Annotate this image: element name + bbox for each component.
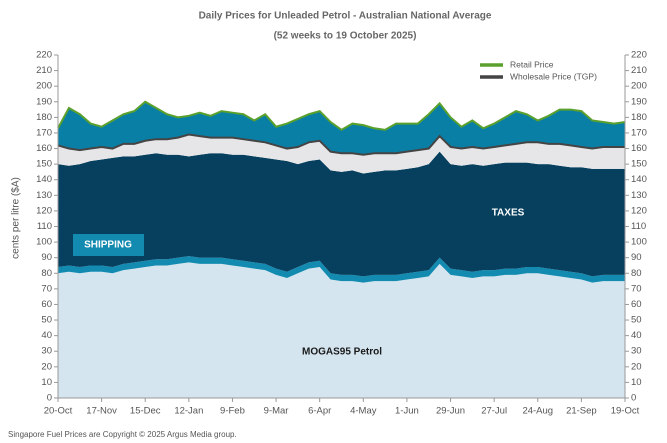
x-tick-label: 21-Sep — [566, 406, 597, 417]
x-tick-label: 20-Oct — [44, 406, 73, 417]
footnote: Singapore Fuel Prices are Copyright © 20… — [8, 430, 237, 439]
y-tick-label: 200 — [36, 81, 52, 92]
y-tick-label: 60 — [41, 299, 52, 310]
y-axis-label: cents per litre ($A) — [11, 177, 22, 259]
y2-tick-label: 200 — [631, 81, 647, 92]
y2-tick-label: 0 — [631, 393, 636, 404]
y-tick-label: 10 — [41, 377, 52, 388]
y-tick-label: 0 — [47, 393, 52, 404]
y-tick-label: 170 — [36, 127, 52, 138]
y-tick-label: 80 — [41, 268, 52, 279]
area-segment — [58, 262, 625, 398]
y2-tick-label: 210 — [631, 65, 647, 76]
y-tick-label: 100 — [36, 237, 52, 248]
y2-tick-label: 90 — [631, 252, 642, 263]
x-tick-label: 6-Apr — [308, 406, 331, 417]
y-tick-label: 50 — [41, 315, 52, 326]
legend-label: Wholesale Price (TGP) — [510, 71, 597, 81]
x-tick-label: 19-Oct — [611, 406, 640, 417]
x-tick-label: 9-Feb — [220, 406, 245, 417]
area-label: MOGAS95 Petrol — [302, 347, 382, 358]
x-tick-label: 9-Mar — [264, 406, 289, 417]
y2-tick-label: 40 — [631, 330, 642, 341]
y2-tick-label: 180 — [631, 112, 647, 123]
y-tick-label: 130 — [36, 190, 52, 201]
y-tick-label: 160 — [36, 143, 52, 154]
line — [57, 100, 626, 132]
x-tick-label: 24-Aug — [522, 406, 553, 417]
y-tick-label: 90 — [41, 252, 52, 263]
y2-tick-label: 220 — [631, 50, 647, 61]
legend-label: Retail Price — [510, 59, 554, 69]
y-tick-label: 190 — [36, 96, 52, 107]
y-tick-label: 210 — [36, 65, 52, 76]
x-tick-label: 29-Jun — [436, 406, 465, 417]
area-label: TAXES — [492, 208, 525, 219]
x-tick-label: 12-Jan — [174, 406, 203, 417]
area-label: SHIPPING — [84, 240, 132, 251]
y2-tick-label: 30 — [631, 346, 642, 357]
y-tick-label: 220 — [36, 50, 52, 61]
area-segment — [58, 256, 625, 283]
x-tick-label: 27-Jul — [481, 406, 507, 417]
y-tick-label: 20 — [41, 361, 52, 372]
band — [58, 101, 625, 155]
y2-tick-label: 150 — [631, 159, 647, 170]
y-tick-label: 140 — [36, 174, 52, 185]
y-tick-label: 30 — [41, 346, 52, 357]
line — [57, 133, 625, 156]
chart-title: Daily Prices for Unleaded Petrol - Austr… — [199, 11, 492, 22]
x-tick-label: 15-Dec — [130, 406, 161, 417]
y-tick-label: 70 — [41, 283, 52, 294]
y2-tick-label: 170 — [631, 127, 647, 138]
y-tick-label: 120 — [36, 205, 52, 216]
y-tick-label: 110 — [37, 221, 52, 232]
y2-tick-label: 70 — [631, 283, 642, 294]
x-tick-label: 4-May — [350, 406, 377, 417]
y2-tick-label: 10 — [631, 377, 642, 388]
y2-tick-label: 140 — [631, 174, 647, 185]
label-box — [73, 234, 144, 256]
y2-tick-label: 120 — [631, 205, 647, 216]
chart-subtitle: (52 weeks to 19 October 2025) — [274, 31, 417, 42]
y-tick-label: 150 — [36, 159, 52, 170]
y2-tick-label: 100 — [631, 237, 647, 248]
y-tick-label: 40 — [41, 330, 52, 341]
y-tick-label: 180 — [36, 112, 52, 123]
y2-tick-label: 80 — [631, 268, 642, 279]
y2-tick-label: 130 — [631, 190, 647, 201]
y2-tick-label: 190 — [631, 96, 647, 107]
y2-tick-label: 160 — [631, 143, 647, 154]
y2-tick-label: 110 — [631, 221, 646, 232]
x-tick-label: 17-Nov — [86, 406, 117, 417]
y2-tick-label: 60 — [631, 299, 642, 310]
area-segment — [58, 151, 625, 277]
y2-tick-label: 20 — [631, 361, 642, 372]
x-tick-label: 1-Jun — [395, 406, 419, 417]
y2-tick-label: 50 — [631, 315, 642, 326]
